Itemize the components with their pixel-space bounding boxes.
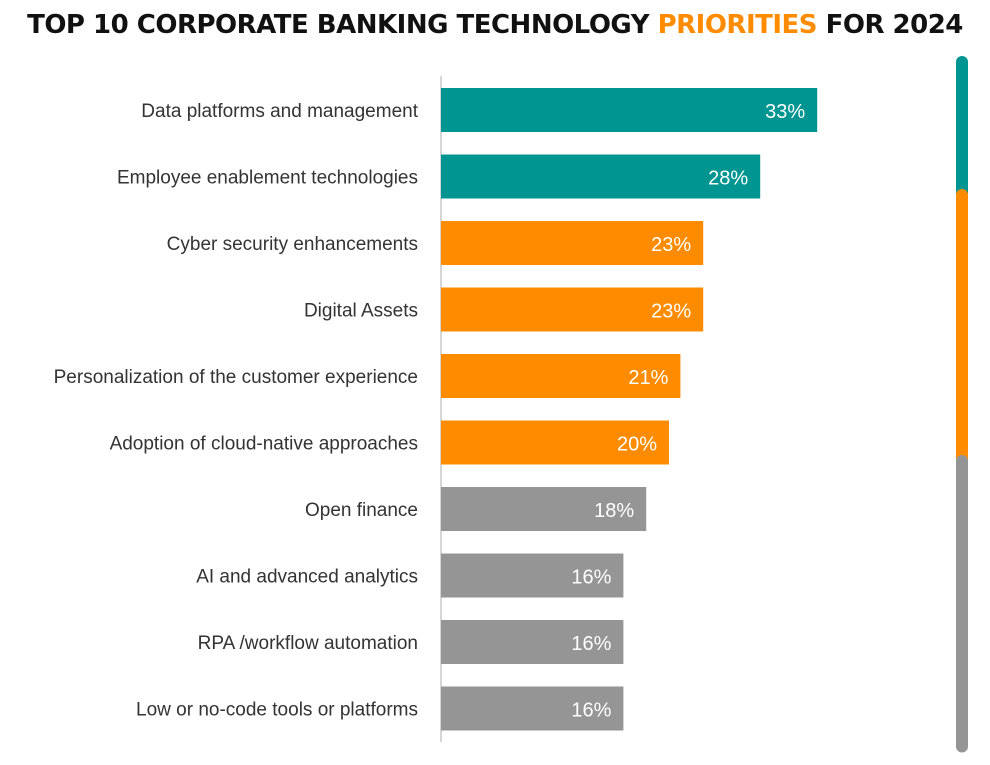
category-label: Personalization of the customer experien…: [54, 367, 418, 388]
bar-4: [441, 354, 681, 398]
bar-5: [441, 420, 669, 465]
category-label: Digital Assets: [304, 301, 418, 322]
group-bracket-gray: [956, 455, 968, 753]
bar-2: [441, 221, 704, 265]
category-label: Adoption of cloud-native approaches: [110, 434, 418, 455]
group-bracket-teal: [956, 56, 968, 221]
category-label: AI and advanced analytics: [196, 567, 418, 588]
category-label: RPA /workflow automation: [198, 633, 418, 654]
bar-3: [441, 287, 704, 332]
category-label: Employee enablement technologies: [117, 168, 418, 189]
bar-1: [441, 154, 761, 199]
value-label: 23%: [651, 234, 691, 256]
value-label: 16%: [571, 633, 611, 655]
value-label: 16%: [571, 567, 611, 589]
value-label: 33%: [765, 101, 805, 123]
category-label: Cyber security enhancements: [167, 234, 418, 255]
bar-8: [441, 620, 624, 664]
value-label: 18%: [594, 500, 634, 522]
category-label: Open finance: [305, 500, 418, 521]
value-label: 28%: [708, 168, 748, 190]
chart-title: TOP 10 CORPORATE BANKING TECHNOLOGY PRIO…: [0, 10, 990, 40]
title-part-1: TOP 10 CORPORATE BANKING TECHNOLOGY: [27, 10, 658, 40]
value-label: 23%: [651, 301, 691, 323]
value-label: 21%: [628, 367, 668, 389]
title-part-2: FOR 2024: [817, 10, 964, 40]
value-label: 20%: [617, 434, 657, 456]
bar-6: [441, 487, 647, 531]
title-highlight: PRIORITIES: [657, 10, 818, 40]
bar-7: [441, 553, 624, 598]
bar-0: [441, 88, 818, 132]
group-bracket-orange: [956, 189, 968, 487]
category-label: Low or no-code tools or platforms: [136, 700, 418, 721]
value-label: 16%: [571, 700, 611, 722]
category-label: Data platforms and management: [141, 101, 418, 122]
bar-9: [441, 686, 624, 731]
